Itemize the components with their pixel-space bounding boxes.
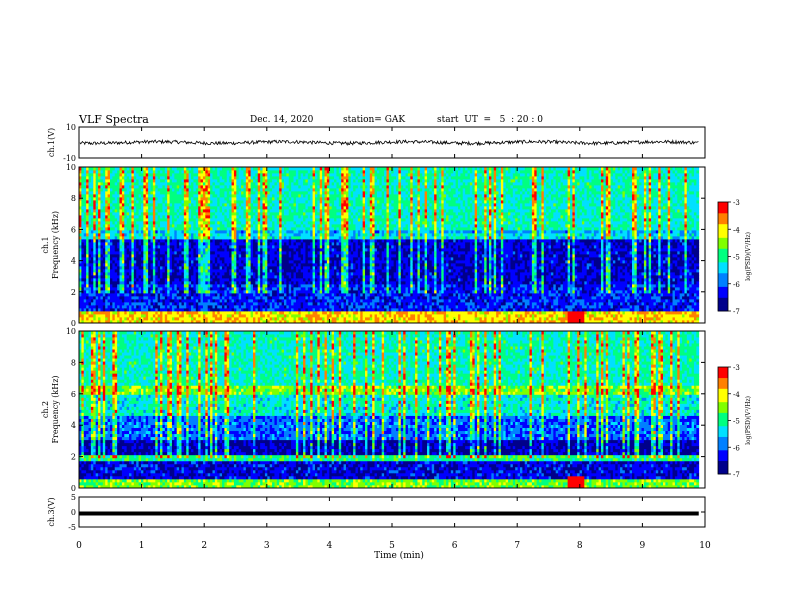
y-axis-label: ch.3(V) <box>47 497 56 526</box>
colorbar-tick-label: -3 <box>733 364 740 372</box>
y-tick-label: 2 <box>71 288 76 297</box>
y-tick-label: -10 <box>63 154 76 163</box>
x-tick-label: 5 <box>389 541 395 551</box>
y-tick-label: 0 <box>71 484 76 493</box>
colorbar-tick-label: -5 <box>733 418 740 426</box>
y-axis-label: ch.2Frequency (kHz) <box>41 375 60 443</box>
x-tick-label: 3 <box>264 541 270 551</box>
colorbar-tick-label: -5 <box>733 254 740 262</box>
colorbar-tick-label: -4 <box>733 226 740 234</box>
y-tick-label: 4 <box>71 421 76 430</box>
colorbar-label: log(PSD)(V²/Hz) <box>745 232 752 281</box>
y-tick-label: 6 <box>71 390 76 399</box>
ch1-colorbar: -3 -4 -5 -6 -7 log(PSD)(V²/Hz) <box>718 199 752 316</box>
y-tick-label: 0 <box>71 508 76 517</box>
ch1-waveform-line <box>80 140 698 145</box>
colorbar-tick-label: -7 <box>733 308 740 316</box>
ch1-waveform-panel: 10 -10 ch.1(V) <box>47 123 705 163</box>
colorbar-tick-label: -4 <box>733 391 740 399</box>
y-tick-label: 8 <box>71 358 76 367</box>
x-tick-label: 6 <box>452 541 458 551</box>
x-tick-label: 1 <box>139 541 145 551</box>
ch3-waveform-panel: 5 0 -5 ch.3(V) <box>47 493 705 532</box>
x-tick-label: 7 <box>514 541 520 551</box>
y-tick-label: 10 <box>66 123 76 132</box>
time-axis: 0 1 2 3 4 5 6 7 8 9 10 Time (min) <box>76 541 711 561</box>
y-axis-label: ch.1Frequency (kHz) <box>41 211 60 279</box>
y-tick-label: 6 <box>71 225 76 234</box>
x-tick-label: 9 <box>640 541 646 551</box>
ch2-colorbar: -3 -4 -5 -6 -7 log(PSD)(V²/Hz) <box>718 364 752 479</box>
y-tick-label: 2 <box>71 453 76 462</box>
x-tick-label: 4 <box>327 541 333 551</box>
colorbar-tick-label: -6 <box>733 281 740 289</box>
x-tick-label: 8 <box>577 541 583 551</box>
x-tick-label: 10 <box>699 541 711 551</box>
ch2-spectrogram-panel: 0 2 4 6 8 10 ch.2Frequency (kHz) <box>41 327 705 493</box>
y-tick-label: 5 <box>71 493 76 502</box>
colorbar-tick-label: -6 <box>733 444 740 452</box>
y-axis-label: ch.1(V) <box>47 128 56 157</box>
x-tick-label: 2 <box>201 541 207 551</box>
y-tick-label: 4 <box>71 257 76 266</box>
colorbar-tick-label: -3 <box>733 199 740 207</box>
y-tick-label: 10 <box>66 327 76 336</box>
y-tick-label: 10 <box>66 163 76 172</box>
spectrogram-cells <box>79 167 699 323</box>
colorbar-label: log(PSD)(V²/Hz) <box>745 396 752 445</box>
x-tick-label: 0 <box>76 541 82 551</box>
colorbar-tick-label: -7 <box>733 471 740 479</box>
x-axis-label: Time (min) <box>374 550 424 561</box>
spectrogram-cells <box>79 331 699 488</box>
y-tick-label: 8 <box>71 194 76 203</box>
y-tick-label: -5 <box>68 523 76 532</box>
